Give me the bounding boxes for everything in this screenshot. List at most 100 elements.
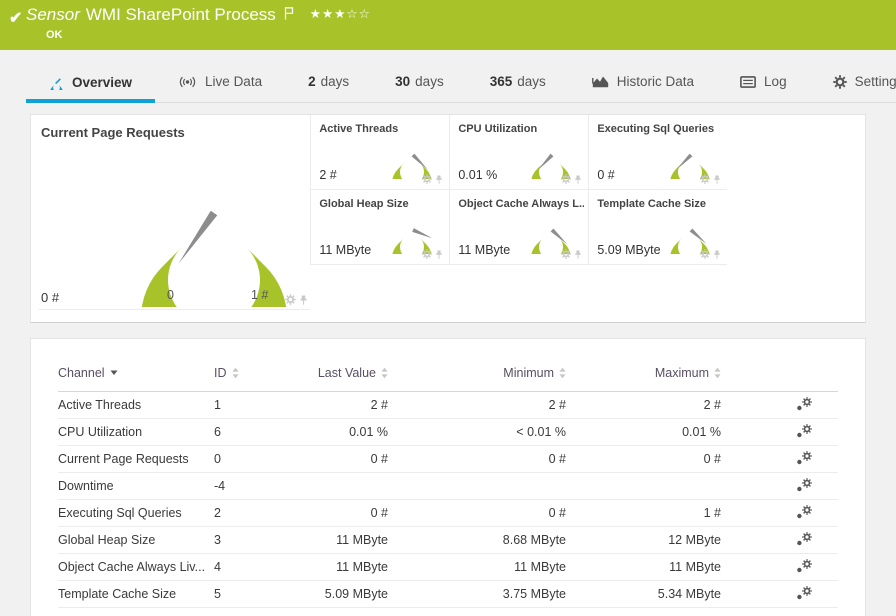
col-header-maximum[interactable]: Maximum [566, 366, 721, 392]
tab-overview[interactable]: Overview [26, 75, 156, 103]
channel-minimum: 3.75 MByte [388, 580, 566, 608]
col-header-last-value[interactable]: Last Value [304, 366, 388, 392]
gauge-icon [50, 77, 63, 90]
channel-last-value [304, 472, 388, 500]
gauges-panel: Current Page Requests 0 1 # 0 # Active T… [30, 114, 866, 323]
channel-settings-icon[interactable] [796, 586, 812, 600]
channel-id: 5 [214, 580, 304, 608]
primary-gauge-arc [141, 247, 287, 307]
channel-name[interactable]: Template Cache Size [58, 580, 214, 608]
channel-minimum: 11 MByte [388, 553, 566, 581]
table-row: Executing Sql Queries 2 0 # 0 # 1 # [58, 499, 838, 527]
gear-icon[interactable] [561, 249, 572, 259]
sort-updown-icon [714, 367, 721, 379]
status-badge: OK [46, 29, 63, 41]
pin-icon[interactable] [574, 175, 582, 184]
col-header-id[interactable]: ID [214, 366, 304, 392]
priority-stars[interactable]: ★★★☆☆ [309, 7, 371, 21]
gauge-value: 11 MByte [458, 243, 511, 257]
pin-icon[interactable] [574, 250, 582, 259]
channel-last-value: 11 MByte [304, 553, 388, 581]
tab-log[interactable]: Log [717, 74, 810, 102]
gauge-value: 0 # [597, 168, 615, 182]
channel-name[interactable]: Global Heap Size [58, 526, 214, 554]
table-header-row: Channel ID Last Value Minimum Maximum [58, 366, 838, 392]
table-row: Current Page Requests 0 0 # 0 # 0 # [58, 445, 838, 473]
pin-icon[interactable] [713, 250, 721, 259]
channel-settings-icon[interactable] [796, 424, 812, 438]
tab-365-days[interactable]: 365 days [489, 74, 546, 89]
channel-id: 3 [214, 526, 304, 554]
table-row: Active Threads 1 2 # 2 # 2 # [58, 391, 838, 419]
page-title: WMI SharePoint Process [85, 5, 276, 24]
channel-name[interactable]: Active Threads [58, 391, 214, 419]
gear-icon[interactable] [285, 294, 297, 305]
col-header-channel[interactable]: Channel [58, 366, 214, 392]
channel-name[interactable]: CPU Utilization [58, 418, 214, 446]
channel-name[interactable]: Executing Sql Queries [58, 499, 214, 527]
pin-icon[interactable] [435, 175, 443, 184]
channel-maximum [566, 472, 721, 500]
channel-minimum: 8.68 MByte [388, 526, 566, 554]
channel-id: 2 [214, 499, 304, 527]
gauge-value: 2 # [319, 168, 337, 182]
flag-icon[interactable] [284, 7, 294, 25]
gauge-cell-cpu-utilization: CPU Utilization 0.01 % [449, 115, 589, 190]
status-check-icon: ✔ [9, 10, 23, 27]
channel-last-value: 0 # [304, 445, 388, 473]
channel-maximum: 2 # [566, 391, 721, 419]
table-row: Global Heap Size 3 11 MByte 8.68 MByte 1… [58, 526, 838, 554]
sensor-header: ✔ Sensor WMI SharePoint Process ★★★☆☆ OK [0, 0, 896, 50]
area-chart-icon [591, 76, 608, 88]
channel-settings-icon[interactable] [796, 559, 812, 573]
gauge-value: 0.01 % [458, 168, 498, 182]
broadcast-icon [179, 76, 196, 87]
channel-name[interactable]: Object Cache Always Liv... [58, 553, 214, 581]
sensor-prefix: Sensor [26, 5, 80, 24]
sort-down-icon [110, 370, 118, 375]
channel-settings-icon[interactable] [796, 478, 812, 492]
tab-live-data[interactable]: Live Data [155, 74, 285, 102]
tab-settings[interactable]: Settings [810, 74, 896, 102]
channel-settings-icon[interactable] [796, 451, 812, 465]
primary-gauge-cell: Current Page Requests 0 1 # 0 # [39, 115, 311, 310]
pin-icon[interactable] [299, 295, 308, 305]
channel-settings-icon[interactable] [796, 532, 812, 546]
primary-gauge-value: 0 # [41, 290, 60, 305]
gauge-scale-min: 0 [167, 288, 174, 302]
col-header-minimum[interactable]: Minimum [388, 366, 566, 392]
pin-icon[interactable] [435, 250, 443, 259]
gear-icon[interactable] [422, 174, 433, 184]
gauge-cell-global-heap: Global Heap Size 11 MByte [310, 190, 450, 265]
table-row: CPU Utilization 6 0.01 % < 0.01 % 0.01 % [58, 418, 838, 446]
gauge-cell-object-cache: Object Cache Always L... 11 MByte [449, 190, 589, 265]
channel-name[interactable]: Current Page Requests [58, 445, 214, 473]
channels-table: Channel ID Last Value Minimum Maximum [58, 366, 838, 608]
gear-icon[interactable] [700, 249, 711, 259]
channel-last-value: 0 # [304, 499, 388, 527]
channel-minimum: < 0.01 % [388, 418, 566, 446]
gauge-cell-template-cache: Template Cache Size 5.09 MByte [588, 190, 728, 265]
gear-icon[interactable] [422, 249, 433, 259]
channel-settings-icon[interactable] [796, 505, 812, 519]
tab-2-days[interactable]: 2 days [308, 74, 350, 89]
channel-minimum: 0 # [388, 499, 566, 527]
gauge-cell-active-threads: Active Threads 2 # [310, 115, 450, 190]
channel-id: 4 [214, 553, 304, 581]
tab-historic-data[interactable]: Historic Data [569, 74, 717, 102]
table-row: Object Cache Always Liv... 4 11 MByte 11… [58, 553, 838, 581]
channel-settings-icon[interactable] [796, 397, 812, 411]
table-row: Template Cache Size 5 5.09 MByte 3.75 MB… [58, 580, 838, 608]
gear-icon[interactable] [561, 174, 572, 184]
sort-updown-icon [559, 367, 566, 379]
channel-name[interactable]: Downtime [58, 472, 214, 500]
col-header-actions [721, 366, 838, 392]
pin-icon[interactable] [713, 175, 721, 184]
gauge-value: 11 MByte [319, 243, 372, 257]
channel-last-value: 11 MByte [304, 526, 388, 554]
channel-minimum: 2 # [388, 391, 566, 419]
channel-maximum: 0.01 % [566, 418, 721, 446]
gear-icon[interactable] [700, 174, 711, 184]
channel-maximum: 11 MByte [566, 553, 721, 581]
tab-30-days[interactable]: 30 days [395, 74, 444, 89]
